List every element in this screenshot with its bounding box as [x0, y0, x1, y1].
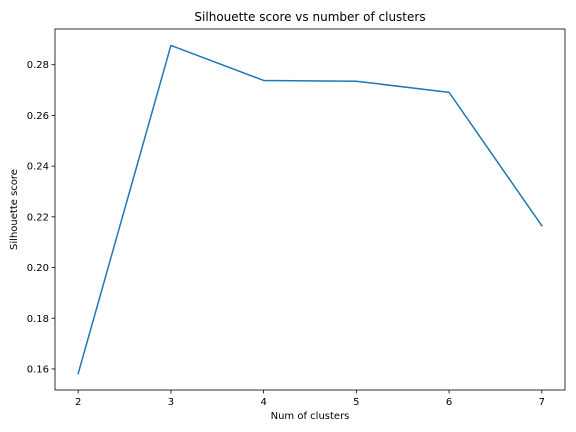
chart-title: Silhouette score vs number of clusters	[194, 10, 425, 24]
x-tick-label: 4	[260, 397, 266, 408]
x-tick-label: 6	[446, 397, 452, 408]
y-axis-label: Silhouette score	[9, 169, 20, 250]
plot-background	[55, 29, 565, 390]
x-axis-label: Num of clusters	[271, 411, 350, 422]
x-tick-label: 3	[168, 397, 174, 408]
y-tick-label: 0.24	[27, 162, 49, 173]
y-axis-ticks: 0.16 0.18 0.20 0.22 0.24 0.26 0.28	[27, 60, 55, 375]
x-tick-label: 2	[75, 397, 81, 408]
y-tick-label: 0.22	[27, 212, 49, 223]
y-tick-label: 0.28	[27, 60, 49, 71]
y-tick-label: 0.26	[27, 111, 49, 122]
x-tick-label: 7	[539, 397, 545, 408]
x-axis-ticks: 2 3 4 5 6 7	[75, 390, 545, 408]
x-tick-label: 5	[353, 397, 359, 408]
y-tick-label: 0.16	[27, 364, 49, 375]
y-tick-label: 0.18	[27, 314, 49, 325]
y-tick-label: 0.20	[27, 263, 49, 274]
